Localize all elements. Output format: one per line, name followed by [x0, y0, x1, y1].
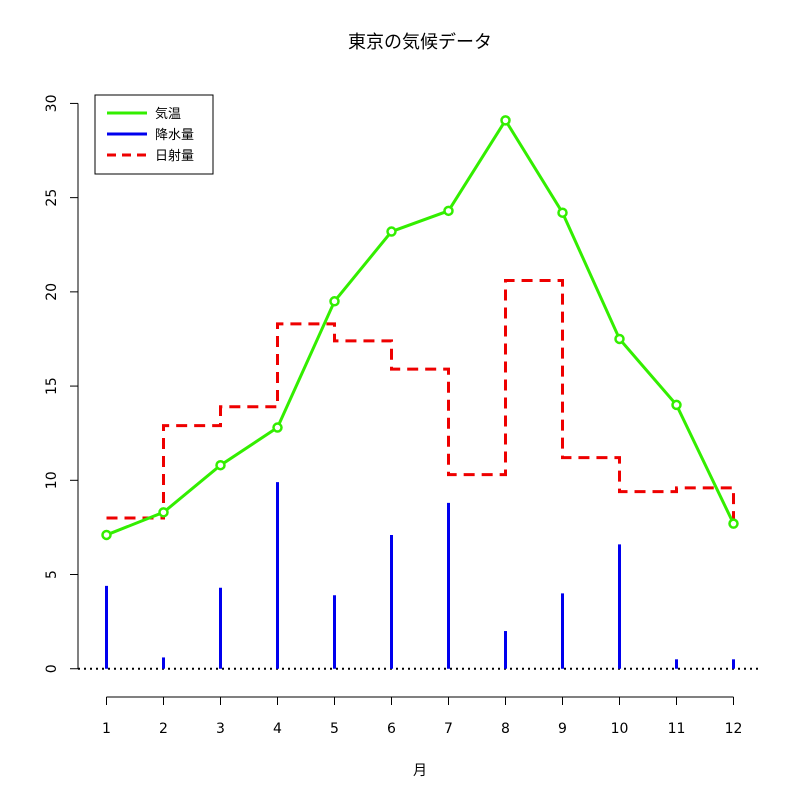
x-tick-label: 9 [558, 721, 567, 737]
x-tick-label: 3 [216, 721, 225, 737]
x-tick-label: 8 [501, 721, 510, 737]
y-tick-label: 15 [44, 377, 60, 395]
y-axis: 0 5 10 15 20 25 30 [44, 95, 79, 673]
x-tick-label: 2 [159, 721, 168, 737]
temperature-point [557, 207, 568, 218]
y-tick-label: 25 [44, 189, 60, 207]
legend-label: 降水量 [155, 128, 194, 143]
solar-radiation-step-line [106, 279, 735, 524]
x-tick-label: 6 [387, 721, 396, 737]
x-tick-label: 12 [725, 721, 743, 737]
temperature-point [500, 115, 511, 126]
y-tick-label: 0 [44, 664, 60, 673]
temperature-point [386, 226, 397, 237]
x-axis: 1 2 3 4 5 6 7 8 9 10 11 12 [102, 696, 743, 737]
x-tick-label: 10 [611, 721, 629, 737]
x-tick-label: 1 [102, 721, 111, 737]
legend-label: 日射量 [155, 148, 194, 164]
temperature-point [329, 296, 340, 307]
x-tick-label: 5 [330, 721, 339, 737]
y-tick-label: 30 [44, 95, 60, 113]
temperature-line [105, 117, 735, 537]
temperature-point [614, 333, 625, 345]
y-tick-label: 10 [44, 471, 60, 489]
legend-label: 気温 [155, 106, 181, 122]
temperature-point [158, 507, 169, 518]
temperature-point [272, 422, 283, 433]
temperature-point [671, 399, 682, 411]
temperature-point [215, 459, 226, 471]
temperature-point [443, 205, 454, 217]
x-tick-label: 7 [444, 721, 453, 737]
temperature-point [101, 529, 112, 541]
x-axis-label: 月 [413, 763, 427, 779]
y-tick-label: 5 [44, 570, 60, 579]
chart-title: 東京の気候データ [348, 32, 492, 53]
x-tick-label: 11 [668, 721, 686, 737]
y-tick-label: 20 [44, 283, 60, 301]
plot-area [78, 115, 758, 670]
x-tick-label: 4 [273, 721, 282, 737]
temperature-point [728, 518, 739, 529]
